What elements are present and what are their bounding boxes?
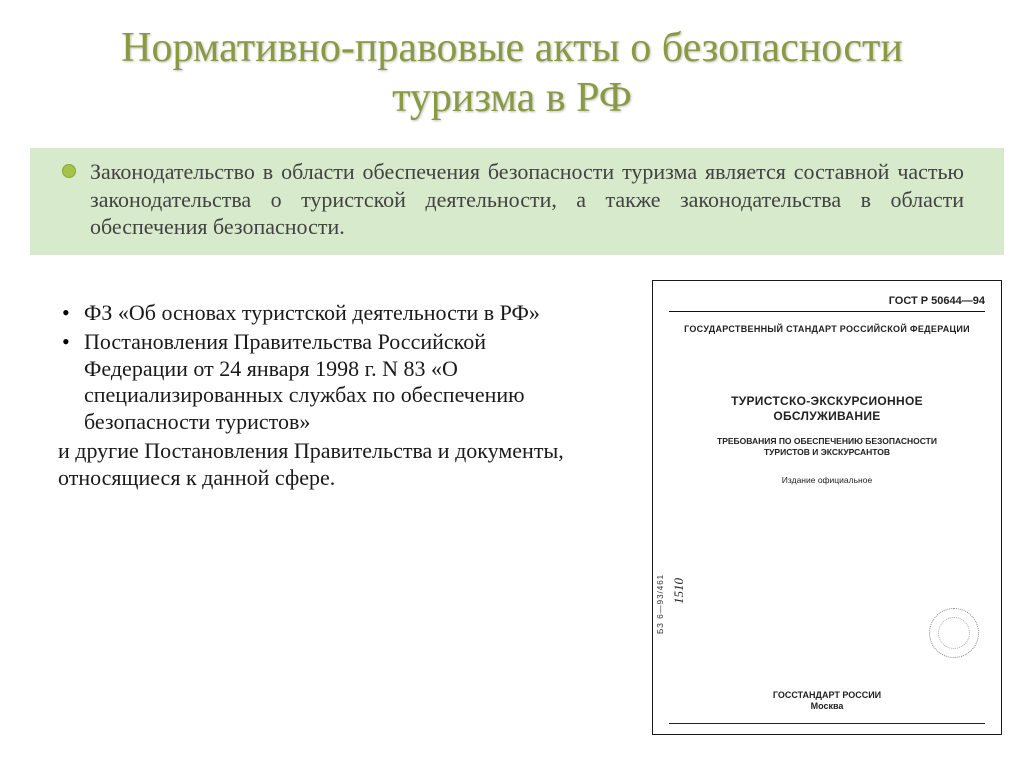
list-item: ФЗ «Об основах туристской деятельности в… (58, 300, 578, 327)
legislation-list: ФЗ «Об основах туристской деятельности в… (58, 300, 578, 492)
side-number: 1510 (671, 578, 687, 604)
scan-subtitle: ТРЕБОВАНИЯ ПО ОБЕСПЕЧЕНИЮ БЕЗОПАСНОСТИ Т… (669, 436, 985, 457)
scan-main-title: ТУРИСТСКО-ЭКСКУРСИОННОЕ ОБСЛУЖИВАНИЕ (669, 394, 985, 424)
scan-main-title-2: ОБСЛУЖИВАНИЕ (773, 409, 880, 423)
scan-sub-2: ТУРИСТОВ И ЭКСКУРСАНТОВ (764, 447, 890, 457)
slide-title: Нормативно-правовые акты о безопасности … (60, 24, 964, 123)
highlight-box: Законодательство в области обеспечения б… (30, 148, 1004, 255)
scan-footer-2: Москва (811, 701, 844, 711)
standard-line: ГОСУДАРСТВЕННЫЙ СТАНДАРТ РОССИЙСКОЙ ФЕДЕ… (669, 324, 985, 334)
bullet-icon (62, 164, 76, 178)
scan-footer-1: ГОССТАНДАРТ РОССИИ (773, 690, 881, 700)
gost-scan: ГОСТ Р 50644—94 ГОСУДАРСТВЕННЫЙ СТАНДАРТ… (652, 280, 1002, 735)
slide: Нормативно-правовые акты о безопасности … (0, 0, 1024, 768)
scan-footer: ГОССТАНДАРТ РОССИИ Москва (653, 690, 1001, 712)
list-item: Постановления Правительства Российской Ф… (58, 329, 578, 436)
side-code: БЗ 6—93/461 (656, 574, 665, 634)
divider (669, 723, 985, 724)
highlight-text: Законодательство в области обеспечения б… (90, 158, 964, 241)
gost-number: ГОСТ Р 50644—94 (669, 295, 985, 307)
scan-official: Издание официальное (669, 475, 985, 485)
divider (669, 311, 985, 312)
list-tail-text: и другие Постановления Правительства и д… (58, 438, 578, 492)
scan-sub-1: ТРЕБОВАНИЯ ПО ОБЕСПЕЧЕНИЮ БЕЗОПАСНОСТИ (717, 436, 937, 446)
stamp-icon (929, 608, 979, 658)
scan-main-title-1: ТУРИСТСКО-ЭКСКУРСИОННОЕ (731, 394, 923, 408)
